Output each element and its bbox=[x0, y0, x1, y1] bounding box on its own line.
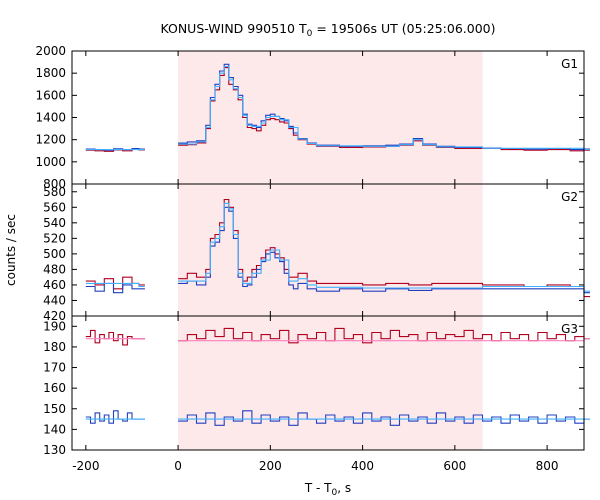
y-tick-label: 2000 bbox=[35, 44, 66, 58]
y-tick-label: 1600 bbox=[35, 88, 66, 102]
x-tick-labels: -200 0 200 400 600 800 bbox=[72, 459, 558, 473]
x-tick-label: 800 bbox=[536, 459, 559, 473]
y-tick-label: 520 bbox=[43, 231, 66, 245]
panel-label: G2 bbox=[561, 190, 578, 204]
x-tick-label: 0 bbox=[174, 459, 182, 473]
x-tick-label: 600 bbox=[443, 459, 466, 473]
y-tick-label: 1000 bbox=[35, 155, 66, 169]
highlight-interval bbox=[178, 316, 483, 450]
x-axis-label: T - T0, s bbox=[304, 481, 351, 498]
panel-label: G1 bbox=[561, 57, 578, 71]
y-tick-label: 560 bbox=[43, 200, 66, 214]
series-g2-2 bbox=[85, 202, 590, 292]
series-g3-1 bbox=[85, 410, 590, 426]
y-tick-label: 460 bbox=[43, 278, 66, 292]
y-axis-label: counts / sec bbox=[4, 214, 18, 286]
panel-g3: 130 140 150 160 170 180 190 G3 bbox=[43, 315, 590, 457]
y-tick-label: 150 bbox=[43, 402, 66, 416]
x-tick-label: -200 bbox=[72, 459, 99, 473]
x-tick-label: 200 bbox=[259, 459, 282, 473]
y-tick-label: 130 bbox=[43, 443, 66, 457]
panel-g1: 800 1000 1200 1400 1600 1800 2000 G1 bbox=[35, 44, 590, 191]
y-tick-label: 540 bbox=[43, 216, 66, 230]
y-tick-label: 420 bbox=[43, 309, 66, 323]
y-tick-label: 160 bbox=[43, 381, 66, 395]
y-tick-label: 190 bbox=[43, 319, 66, 333]
chart-title: KONUS-WIND 990510 T0 = 19506s UT (05:25:… bbox=[160, 21, 495, 39]
panel-label: G3 bbox=[561, 322, 578, 336]
y-tick-label: 170 bbox=[43, 361, 66, 375]
y-tick-label: 1200 bbox=[35, 133, 66, 147]
series-g1-2 bbox=[85, 65, 590, 151]
panel-frame bbox=[71, 315, 585, 451]
y-tick-label: 500 bbox=[43, 247, 66, 261]
y-tick-label: 180 bbox=[43, 340, 66, 354]
y-tick-label: 1800 bbox=[35, 66, 66, 80]
y-tick-label: 480 bbox=[43, 262, 66, 276]
y-tick-label: 140 bbox=[43, 422, 66, 436]
y-tick-label: 800 bbox=[43, 177, 66, 191]
y-tick-label: 440 bbox=[43, 293, 66, 307]
y-tick-label: 580 bbox=[43, 185, 66, 199]
y-tick-label: 1400 bbox=[35, 111, 66, 125]
x-tick-label: 400 bbox=[351, 459, 374, 473]
